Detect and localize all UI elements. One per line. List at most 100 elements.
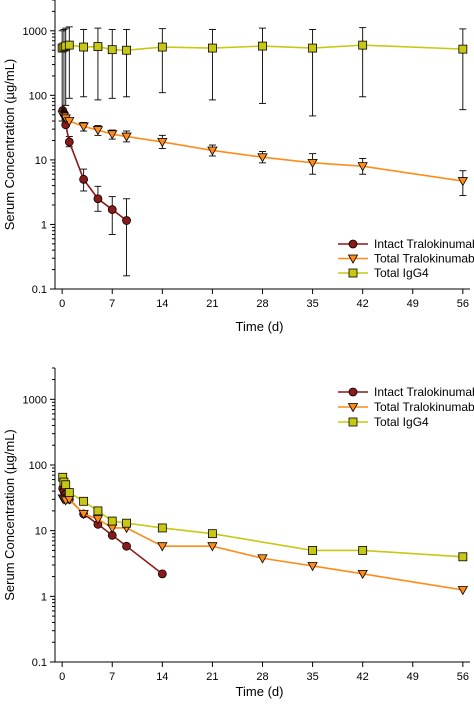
y-tick-label: 10: [35, 526, 47, 538]
x-tick-label: 21: [206, 671, 218, 683]
series-total-igg4: [57, 26, 468, 122]
data-point: [122, 216, 131, 225]
data-point: [107, 130, 118, 140]
x-tick-label: 35: [306, 298, 318, 310]
data-point: [257, 554, 268, 564]
x-tick-label: 7: [109, 671, 115, 683]
x-axis-title: Time (d): [236, 319, 284, 334]
y-tick-label: 1000: [23, 394, 47, 406]
x-tick-label: 56: [457, 671, 469, 683]
x-tick-label: 0: [59, 298, 65, 310]
x-tick-label: 28: [256, 671, 268, 683]
data-point: [458, 552, 468, 562]
x-tick-label: 42: [357, 298, 369, 310]
data-point: [157, 138, 168, 148]
data-point: [93, 506, 103, 516]
data-point: [207, 542, 218, 552]
legend-label: Total Tralokinumab: [374, 400, 474, 414]
y-tick-label: 0.1: [32, 657, 47, 669]
data-point: [208, 43, 217, 53]
data-point: [122, 45, 131, 55]
data-point: [61, 480, 71, 490]
data-point: [93, 194, 103, 204]
series-total-igg4: [58, 472, 468, 562]
data-point: [79, 42, 89, 52]
x-tick-label: 56: [457, 298, 469, 310]
data-point: [107, 516, 117, 526]
data-point: [122, 518, 131, 528]
data-point: [79, 496, 89, 506]
x-tick-label: 49: [407, 298, 419, 310]
legend-marker: [348, 268, 358, 278]
data-point: [457, 586, 469, 596]
x-tick-label: 49: [407, 671, 419, 683]
legend-marker: [348, 417, 358, 427]
y-axis-title: Serum Concentration (µg/mL): [2, 429, 17, 601]
data-point: [64, 117, 75, 127]
data-point: [92, 126, 104, 136]
y-tick-label: 1: [41, 219, 47, 231]
data-point: [207, 146, 218, 156]
data-point: [79, 174, 89, 184]
data-point: [64, 40, 74, 50]
x-tick-label: 21: [206, 298, 218, 310]
y-tick-label: 10: [35, 155, 47, 167]
y-tick-label: 1000: [23, 26, 47, 38]
legend-item-intact-tralokinumab: Intact Tralokinumab: [338, 237, 474, 251]
data-point: [107, 205, 117, 214]
y-axis-title: Serum Concentration (µg/mL): [2, 59, 17, 231]
y-tick-label: 100: [29, 460, 47, 472]
legend-label: Total IgG4: [374, 266, 429, 280]
legend-marker: [348, 387, 358, 397]
data-point: [121, 132, 132, 142]
data-point: [358, 546, 368, 555]
legend-label: Intact Tralokinumab: [374, 385, 474, 399]
legend-label: Total Tralokinumab: [374, 252, 474, 266]
data-point: [78, 510, 89, 520]
data-point: [308, 546, 317, 555]
data-point: [157, 42, 167, 52]
legend-item-intact-tralokinumab: Intact Tralokinumab: [338, 385, 474, 399]
chart-panel-top: 0.1 1 10 100 1000 0 7 14 21 28 35 42 49 56 Time (d) Ser…: [2, 0, 474, 334]
data-point: [257, 153, 268, 163]
legend-item-total-igg4: Total IgG4: [338, 415, 429, 429]
data-point: [357, 162, 368, 172]
series-total-tralokinumab: [57, 110, 469, 197]
data-point: [78, 122, 89, 132]
y-tick-label: 0.1: [32, 284, 47, 296]
chart-panel-bottom: 0.1 1 10 100 1000 0 7 14 21 28 35 42 49 56 Time (d) Ser…: [2, 367, 474, 699]
data-point: [107, 45, 117, 55]
series-line: [62, 114, 463, 182]
data-point: [157, 542, 168, 552]
data-point: [357, 569, 368, 580]
data-point: [157, 569, 167, 579]
data-point: [308, 43, 317, 53]
data-point: [92, 515, 104, 525]
y-tick-label: 100: [29, 90, 47, 102]
series-total-tralokinumab: [57, 494, 469, 596]
x-tick-label: 14: [156, 298, 168, 310]
data-point: [307, 562, 318, 572]
data-point: [307, 158, 318, 169]
data-point: [93, 42, 103, 51]
legend-marker: [347, 254, 359, 264]
data-point: [122, 541, 131, 551]
legend-item-total-tralokinumab: Total Tralokinumab: [338, 252, 474, 266]
series-intact-tralokinumab: [58, 106, 131, 277]
x-tick-label: 0: [59, 671, 65, 683]
data-point: [457, 177, 469, 187]
data-point: [208, 529, 217, 539]
data-point: [157, 523, 167, 533]
x-tick-label: 14: [156, 671, 168, 683]
x-tick-label: 42: [357, 671, 369, 683]
x-axis-title: Time (d): [236, 684, 284, 699]
legend-marker: [348, 239, 358, 249]
data-point: [64, 137, 74, 147]
data-point: [458, 44, 468, 54]
y-tick-label: 1: [41, 591, 47, 603]
legend-label: Intact Tralokinumab: [374, 237, 474, 251]
data-point: [64, 488, 74, 497]
